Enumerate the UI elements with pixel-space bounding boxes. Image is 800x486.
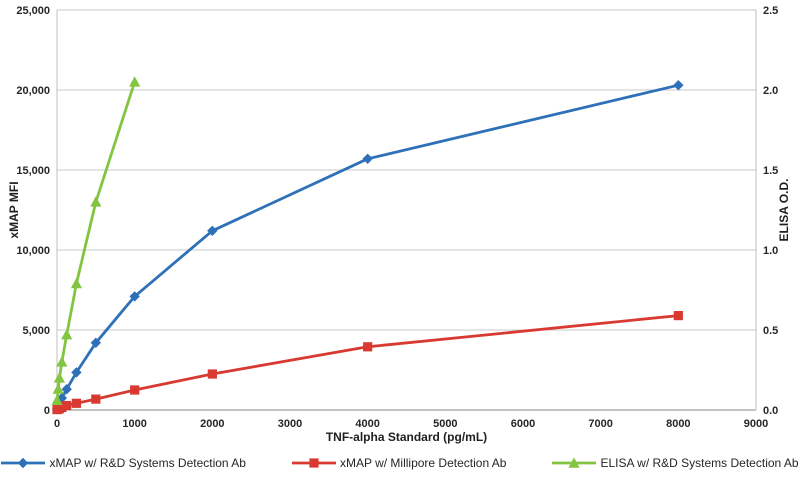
series-marker-square	[62, 400, 72, 411]
x-tick-label: 3000	[278, 418, 302, 430]
series-marker-diamond	[207, 225, 218, 236]
series-marker-triangle	[51, 394, 63, 405]
x-tick-label: 0	[54, 418, 60, 430]
x-tick-label: 9000	[744, 418, 768, 430]
y-left-tick-label: 15,000	[16, 165, 50, 177]
series-marker-triangle	[52, 383, 64, 394]
series-line	[55, 80, 137, 402]
series-marker-triangle	[70, 277, 83, 289]
y-left-tick-label: 25,000	[16, 5, 50, 17]
y-left-tick-label: 0	[44, 405, 50, 417]
y-right-tick-label: 0.0	[763, 405, 778, 417]
series-marker-square	[130, 385, 140, 395]
x-tick-label: 6000	[511, 418, 535, 430]
legend-item: xMAP w/ Millipore Detection Ab	[291, 456, 507, 470]
series-marker-square	[673, 311, 683, 321]
legend-item: ELISA w/ R&D Systems Detection Ab	[552, 456, 799, 470]
series-marker-diamond	[129, 291, 140, 302]
series-marker-square	[91, 394, 101, 404]
series-marker-square	[57, 402, 67, 413]
right-axis-title: ELISA O.D.	[777, 178, 791, 242]
series-marker-square	[363, 342, 373, 352]
series-marker-triangle	[129, 76, 141, 87]
y-left-tick-label: 20,000	[16, 85, 50, 97]
y-left-tick-label: 10,000	[16, 245, 50, 257]
legend-marker-square	[291, 458, 336, 468]
legend-marker-triangle	[552, 457, 597, 468]
series-marker-triangle	[56, 356, 68, 367]
legend-label: xMAP w/ Millipore Detection Ab	[339, 456, 507, 470]
series-marker-triangle	[53, 372, 66, 383]
series-marker-diamond	[90, 337, 102, 348]
y-right-tick-label: 2.5	[763, 5, 778, 17]
x-tick-label: 5000	[433, 418, 457, 430]
legend-marker-diamond	[1, 457, 46, 469]
plot-area: 0 0.0 5,000 0.5 10,000 1.0 15,000 1.5 20,000 2.0 2…	[16, 5, 778, 430]
x-tick-label: 8000	[666, 418, 690, 430]
y-right-tick-label: 1.0	[763, 245, 778, 257]
y-right-tick-label: 2.0	[763, 85, 778, 97]
series-marker-square	[71, 398, 82, 408]
x-tick-label: 2000	[200, 418, 224, 430]
series-marker-triangle	[61, 329, 73, 340]
series-marker-diamond	[61, 384, 72, 395]
series-marker-square	[207, 369, 217, 379]
x-axis-title: TNF-alpha Standard (pg/mL)	[325, 430, 488, 444]
y-right-tick-label: 0.5	[763, 325, 778, 337]
series-line	[55, 83, 680, 411]
legend: xMAP w/ R&D Systems Detection Ab xMAP w/ …	[0, 456, 800, 470]
legend-label: xMAP w/ R&D Systems Detection Ab	[49, 456, 246, 470]
series-marker-diamond	[56, 392, 68, 404]
y-left-tick-label: 5,000	[22, 325, 50, 337]
x-tick-label: 4000	[355, 418, 379, 430]
legend-item: xMAP w/ R&D Systems Detection Ab	[1, 456, 246, 470]
series-marker-triangle	[90, 196, 102, 207]
series-marker-diamond	[673, 80, 684, 91]
legend-label: ELISA w/ R&D Systems Detection Ab	[600, 456, 799, 470]
series-marker-diamond	[362, 153, 373, 164]
x-tick-label: 1000	[122, 418, 146, 430]
left-axis-title: xMAP MFI	[7, 181, 21, 239]
y-right-tick-label: 1.5	[763, 165, 778, 177]
x-tick-label: 7000	[588, 418, 612, 430]
series-marker-diamond	[71, 367, 82, 378]
